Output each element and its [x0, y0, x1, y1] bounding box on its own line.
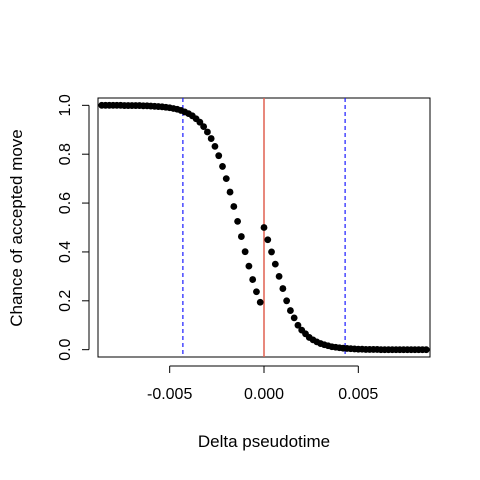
data-point [271, 260, 279, 268]
y-tick-label: 1.0 [57, 94, 74, 116]
data-point [207, 135, 215, 142]
data-point [237, 233, 245, 240]
y-tick-label: 0.0 [57, 338, 74, 360]
data-point [287, 307, 294, 314]
data-point [222, 175, 230, 183]
data-point [253, 288, 260, 296]
data-point [215, 152, 223, 160]
data-point [268, 248, 275, 256]
data-point [422, 346, 430, 354]
data-point [294, 321, 302, 329]
data-point [234, 217, 241, 225]
y-axis-title: Chance of accepted move [7, 129, 26, 327]
data-point [226, 188, 234, 196]
data-point [196, 118, 204, 126]
y-tick-label: 0.6 [57, 192, 74, 214]
data-point [204, 128, 211, 136]
x-tick-label: 0.005 [338, 386, 378, 403]
data-point [264, 236, 272, 244]
data-point [249, 276, 257, 283]
x-tick-label: -0.005 [147, 386, 192, 403]
x-axis-title: Delta pseudotime [198, 432, 330, 451]
data-points [98, 101, 430, 354]
x-tick-label: 0.000 [244, 386, 284, 403]
data-point [200, 123, 208, 130]
data-point [256, 298, 264, 306]
data-point [230, 203, 238, 210]
data-point [275, 272, 283, 280]
data-point [283, 297, 291, 305]
data-point [290, 314, 298, 322]
data-point [219, 163, 226, 170]
data-point [260, 224, 268, 231]
y-tick-label: 0.8 [57, 143, 74, 165]
data-point [241, 248, 249, 256]
data-point [279, 285, 287, 292]
y-axis: 0.0 0.2 0.4 0.6 0.8 1.0 [57, 94, 90, 361]
y-tick-label: 0.2 [57, 290, 74, 312]
x-axis: -0.005 0.000 0.005 [147, 365, 378, 403]
data-point [245, 262, 253, 270]
data-point [211, 142, 219, 150]
y-tick-label: 0.4 [57, 241, 74, 263]
